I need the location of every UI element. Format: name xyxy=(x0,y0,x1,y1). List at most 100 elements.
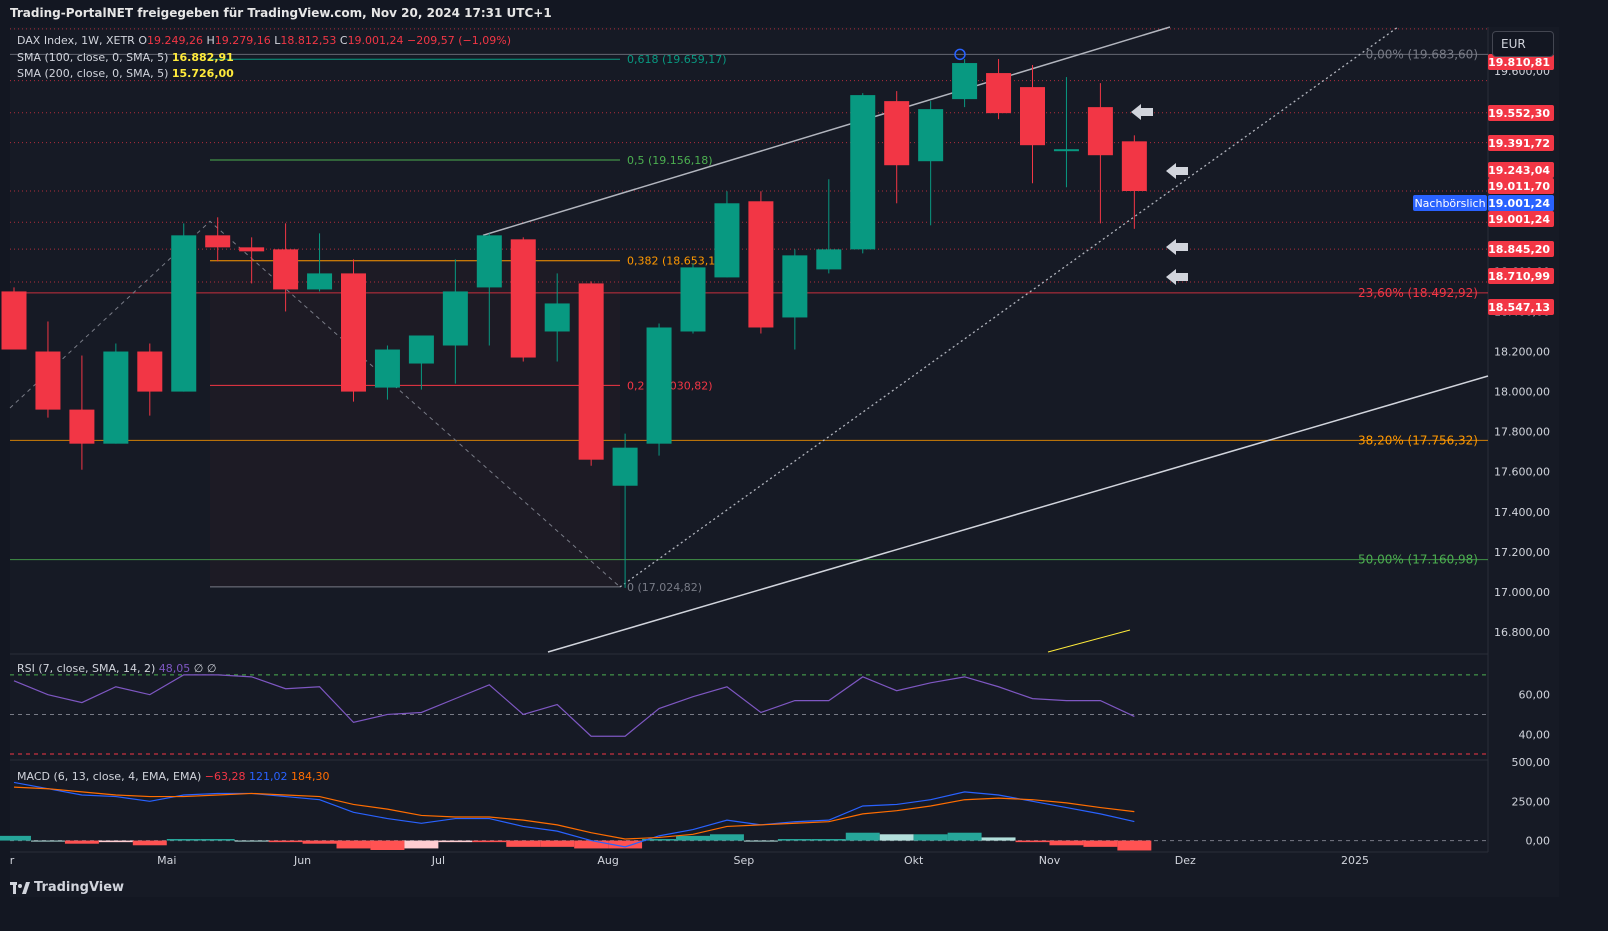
candle-body xyxy=(137,351,163,392)
macd-histogram-bar xyxy=(879,834,914,841)
price-label: 18.710,99 xyxy=(1488,270,1550,283)
candle-body xyxy=(35,351,61,410)
candle-body xyxy=(1020,87,1045,146)
candle-body xyxy=(680,267,706,332)
candle-body xyxy=(612,447,638,486)
brand-label: TradingView xyxy=(34,880,125,895)
time-axis-label: Mai xyxy=(157,854,176,867)
sma100-label: SMA (100, close, 0, SMA, 5) xyxy=(17,51,169,64)
channel-upper-line xyxy=(482,26,1171,237)
price-label: 18.547,13 xyxy=(1488,301,1550,314)
candle-body xyxy=(782,255,808,318)
time-axis-label: Jun xyxy=(293,854,311,867)
high-value: 19.279,16 xyxy=(214,34,271,47)
time-axis-label: Sep xyxy=(734,854,755,867)
fib-level-label: 0,618 (19.659,17) xyxy=(627,53,727,66)
macd-histogram-bar xyxy=(336,840,371,849)
candle-body xyxy=(850,95,876,250)
time-axis-label: Aug xyxy=(597,854,618,867)
macd-histogram-bar xyxy=(676,835,710,841)
macd-histogram-bar xyxy=(1117,840,1152,851)
price-tick-label: 17.000,00 xyxy=(1494,586,1550,599)
sma100-legend[interactable]: SMA (100, close, 0, SMA, 5) 16.882,91 xyxy=(17,51,234,64)
candle-body xyxy=(205,235,231,248)
price-label-box xyxy=(1488,162,1554,178)
macd-histogram-bar xyxy=(777,839,812,841)
macd-histogram-bar xyxy=(404,840,439,849)
fib-swing-line xyxy=(9,220,621,588)
macd-histogram-bar xyxy=(608,840,643,849)
price-label-box xyxy=(1488,268,1554,284)
open-label: O xyxy=(138,34,147,47)
price-label-box xyxy=(1488,135,1554,151)
macd-histogram-bar xyxy=(981,837,1016,841)
sma100-value: 16.882,91 xyxy=(171,51,234,64)
candle-body xyxy=(884,101,910,166)
annotation-arrow-icon xyxy=(1166,163,1188,179)
price-tick-label: 18.000,00 xyxy=(1494,386,1550,399)
candle-body xyxy=(476,235,502,288)
candle-body xyxy=(273,249,299,290)
time-axis-label: r xyxy=(10,854,15,867)
time-axis-label: Jul xyxy=(431,854,445,867)
low-value: 18.812,53 xyxy=(280,34,337,47)
macd-histogram-bar xyxy=(166,839,201,841)
macd-histogram-bar xyxy=(0,835,31,841)
macd-histogram-bar xyxy=(438,840,473,843)
macd-histogram-bar xyxy=(506,840,541,847)
macd-histogram-bar xyxy=(743,840,778,842)
tradingview-brand[interactable]: TradingView xyxy=(10,880,124,895)
candle-body xyxy=(510,239,536,358)
macd-tick-label: 250,00 xyxy=(1512,795,1551,808)
price-tick-label: 17.200,00 xyxy=(1494,546,1550,559)
low-label: L xyxy=(274,34,281,47)
time-axis-label: Okt xyxy=(904,854,924,867)
macd-histogram-bar xyxy=(1083,840,1118,847)
currency-select[interactable]: EUR xyxy=(1492,31,1554,57)
close-value: 19.001,24 xyxy=(347,34,404,47)
rsi-tick-label: 40,00 xyxy=(1519,728,1551,741)
candle-body xyxy=(578,283,604,460)
candle-body xyxy=(918,109,944,162)
candle-body xyxy=(69,409,95,444)
candle-body xyxy=(1,291,27,350)
candle-body xyxy=(307,273,333,290)
fib-ext-label: 38,20% (17.756,32) xyxy=(1358,433,1478,447)
candle-body xyxy=(341,273,366,392)
rsi-legend[interactable]: RSI (7, close, SMA, 14, 2) 48,05 ∅ ∅ xyxy=(17,662,216,675)
price-label: 19.001,24 xyxy=(1488,197,1550,210)
fib-level-label: 0 (17.024,82) xyxy=(627,581,702,594)
symbol-legend[interactable]: DAX Index, 1W, XETR O19.249,26 H19.279,1… xyxy=(17,34,511,47)
open-value: 19.249,26 xyxy=(147,34,203,47)
change-value: −209,57 (−1,09%) xyxy=(407,34,511,47)
price-label: 18.845,20 xyxy=(1488,243,1550,256)
macd-histogram-bar xyxy=(709,834,744,841)
candle-body xyxy=(816,249,842,270)
candle-body xyxy=(408,335,434,364)
macd-histogram-bar xyxy=(1015,840,1050,843)
candle-body xyxy=(374,349,400,388)
candle-body xyxy=(1087,107,1113,156)
time-axis-label: 2025 xyxy=(1341,854,1369,867)
tradingview-logo-icon xyxy=(10,881,30,894)
macd-histogram-bar xyxy=(574,840,609,849)
macd-histogram-bar xyxy=(1049,840,1084,846)
macd-histogram-bar xyxy=(234,840,269,842)
price-label-box xyxy=(1488,54,1554,70)
sma200-legend[interactable]: SMA (200, close, 0, SMA, 5) 15.726,00 xyxy=(17,67,234,80)
nachboerslich-label: Nachbörslich xyxy=(1414,197,1485,210)
candle-body xyxy=(1121,141,1147,192)
macd-legend[interactable]: MACD (6, 13, close, 4, EMA, EMA) −63,28 … xyxy=(17,770,330,783)
candle-body xyxy=(1053,149,1079,152)
macd-histogram-bar xyxy=(30,840,65,842)
fib-ext-label: 50,00% (17.160,98) xyxy=(1358,553,1478,567)
macd-histogram-bar xyxy=(472,840,507,843)
price-tick-label: 18.200,00 xyxy=(1494,346,1550,359)
high-label: H xyxy=(206,34,215,47)
macd-line-value: 121,02 xyxy=(249,770,288,783)
annotation-arrow-icon xyxy=(1131,104,1153,120)
annotation-arrow-icon xyxy=(1166,269,1188,285)
price-label-box xyxy=(1488,299,1554,315)
nachboerslich-box xyxy=(1413,195,1487,211)
